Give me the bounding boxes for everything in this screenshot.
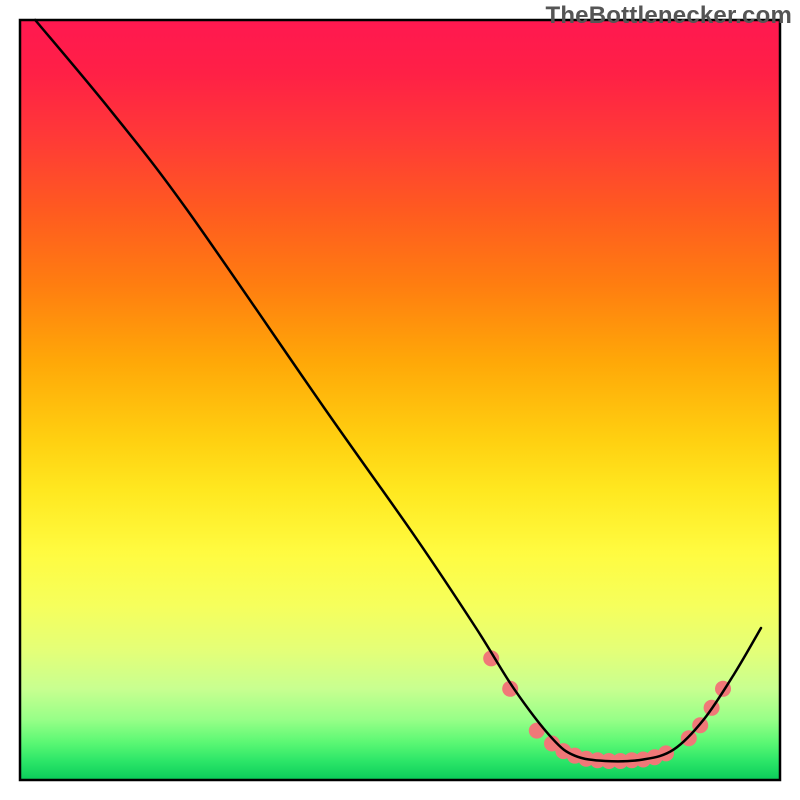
- chart-canvas: TheBottlenecker.com: [0, 0, 800, 800]
- plot-background: [20, 20, 780, 780]
- watermark-text: TheBottlenecker.com: [545, 2, 792, 30]
- bottleneck-chart: [0, 0, 800, 800]
- marker-point: [529, 723, 545, 739]
